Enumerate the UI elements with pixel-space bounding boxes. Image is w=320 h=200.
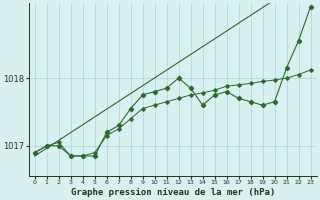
- X-axis label: Graphe pression niveau de la mer (hPa): Graphe pression niveau de la mer (hPa): [70, 188, 275, 197]
